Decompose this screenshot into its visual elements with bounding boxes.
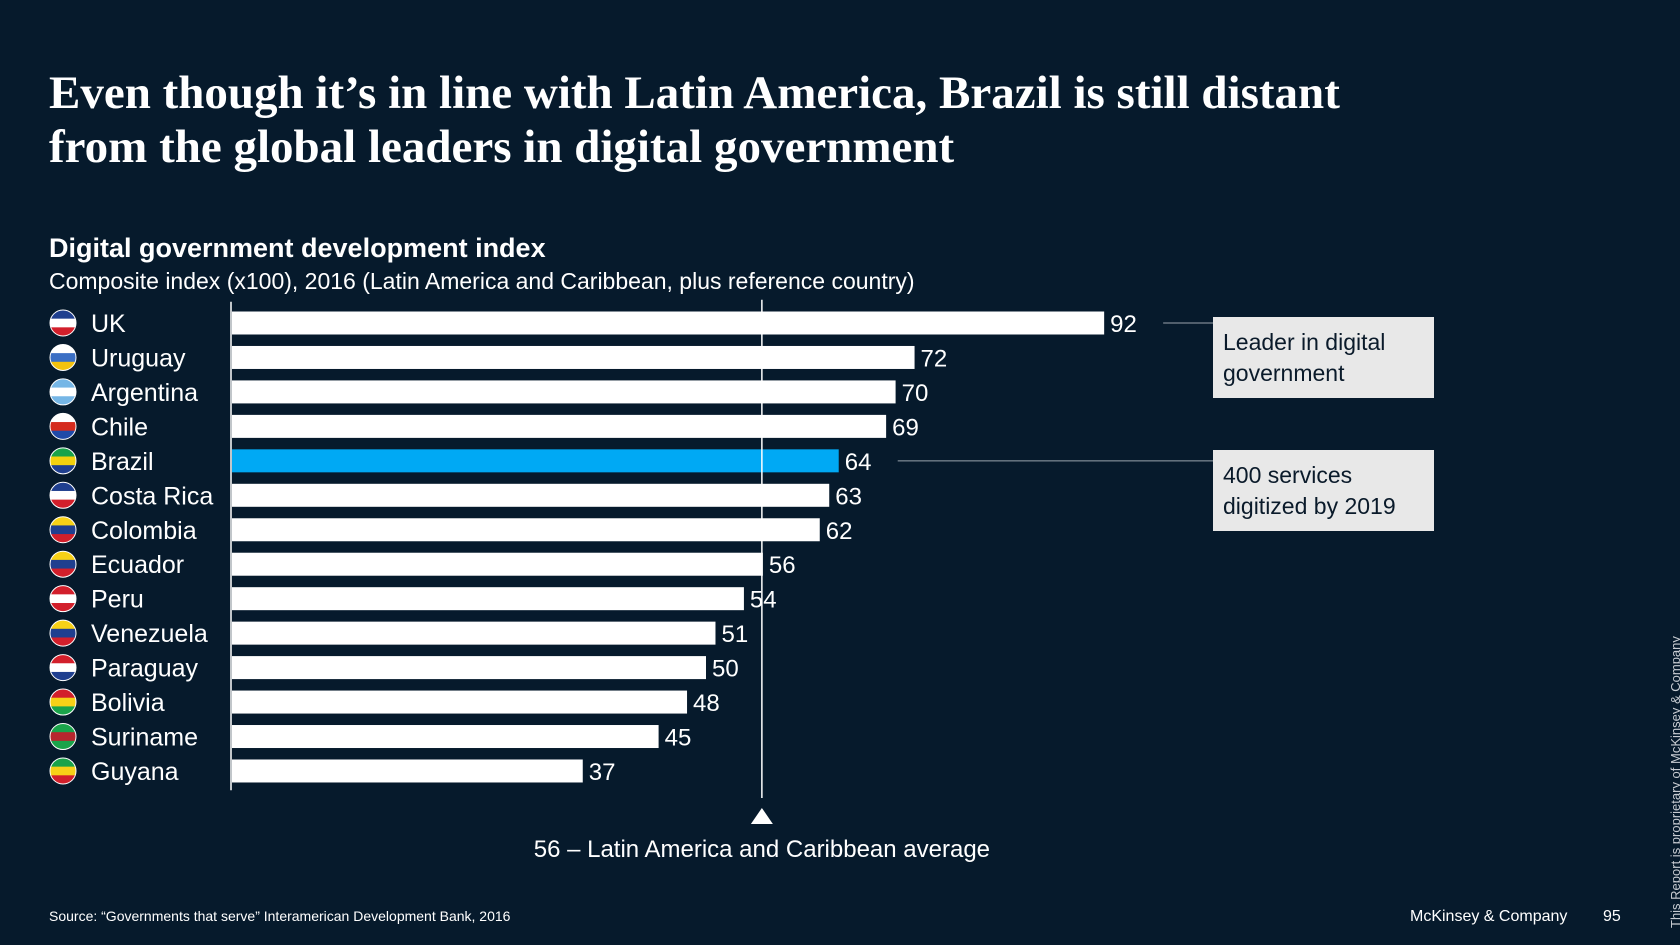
category-label-costa-rica: Costa Rica <box>91 482 213 510</box>
value-label-colombia: 62 <box>826 518 853 545</box>
headline-line-1: Even though it’s in line with Latin Amer… <box>49 67 1340 119</box>
costa-rica-flag-icon <box>50 482 76 509</box>
chile-flag-icon <box>50 413 76 440</box>
argentina-flag-icon <box>50 378 76 405</box>
value-label-brazil: 64 <box>845 449 872 476</box>
ecuador-flag-icon <box>50 551 76 578</box>
bar-uk <box>232 311 1105 335</box>
brazil-flag-icon <box>50 447 76 474</box>
average-label: 56 – Latin America and Caribbean average <box>534 836 990 863</box>
flag-ring <box>49 447 77 475</box>
category-label-suriname: Suriname <box>91 724 198 752</box>
source-note: Source: “Governments that serve” Interam… <box>49 908 511 924</box>
chart-title: Digital government development index <box>49 233 546 263</box>
value-label-bolivia: 48 <box>693 690 720 717</box>
bar-suriname <box>232 725 659 749</box>
value-label-suriname: 45 <box>665 725 692 752</box>
callout-brazil-line-2: digitized by 2019 <box>1223 493 1396 519</box>
category-label-ecuador: Ecuador <box>91 551 184 579</box>
peru-flag-icon <box>50 585 76 612</box>
callout-uk-line-2: government <box>1223 360 1345 386</box>
flag-ring <box>49 516 77 544</box>
guyana-flag-icon <box>50 757 76 784</box>
category-label-argentina: Argentina <box>91 379 198 407</box>
flag-ring <box>49 309 77 337</box>
flag-ring <box>49 343 77 371</box>
bar-guyana <box>232 759 583 783</box>
suriname-flag-icon <box>50 723 76 750</box>
paraguay-flag-icon <box>50 654 76 681</box>
headline-line-2: from the global leaders in digital gover… <box>49 121 955 173</box>
flag-ring <box>49 378 77 406</box>
bar-venezuela <box>232 621 716 645</box>
bar-brazil <box>232 449 839 473</box>
uruguay-flag-icon <box>50 344 76 371</box>
average-triangle-marker <box>750 808 773 824</box>
flag-ring <box>49 688 77 716</box>
category-label-paraguay: Paraguay <box>91 655 199 683</box>
value-label-guyana: 37 <box>589 759 616 786</box>
flag-ring <box>49 412 77 440</box>
value-label-uk: 92 <box>1110 311 1137 338</box>
category-label-chile: Chile <box>91 413 148 441</box>
callout-uk-line-1: Leader in digital <box>1223 329 1386 355</box>
category-label-uk: UK <box>91 310 126 338</box>
category-label-uruguay: Uruguay <box>91 344 186 372</box>
category-label-colombia: Colombia <box>91 517 197 545</box>
headline: Even though it’s in line with Latin Amer… <box>49 66 1569 174</box>
value-label-chile: 69 <box>892 414 919 441</box>
bar-bolivia <box>232 690 688 714</box>
bar-costa-rica <box>232 483 830 507</box>
venezuela-flag-icon <box>50 620 76 647</box>
chart-subtitle: Composite index (x100), 2016 (Latin Amer… <box>49 268 915 294</box>
category-label-brazil: Brazil <box>91 448 154 476</box>
page-number: 95 <box>1603 908 1621 925</box>
category-label-bolivia: Bolivia <box>91 689 165 717</box>
flag-ring <box>49 757 77 785</box>
bar-argentina <box>232 380 896 404</box>
colombia-flag-icon <box>50 516 76 543</box>
uk-flag-icon <box>50 310 76 336</box>
flag-ring <box>49 654 77 682</box>
value-label-costa-rica: 63 <box>835 483 862 510</box>
bolivia-flag-icon <box>50 689 76 716</box>
value-label-venezuela: 51 <box>721 621 748 648</box>
brand-name: McKinsey & Company <box>1410 908 1568 925</box>
flag-ring <box>49 585 77 613</box>
flag-ring <box>49 550 77 578</box>
value-label-argentina: 70 <box>902 380 929 407</box>
value-label-paraguay: 50 <box>712 656 739 683</box>
callout-brazil: 400 services digitized by 2019 <box>1213 450 1434 531</box>
bar-uruguay <box>232 345 915 369</box>
value-label-uruguay: 72 <box>921 345 948 372</box>
category-label-peru: Peru <box>91 586 144 614</box>
flag-ring <box>49 619 77 647</box>
value-label-ecuador: 56 <box>769 552 796 579</box>
callout-brazil-line-1: 400 services <box>1223 462 1353 488</box>
proprietary-note: This Report is proprietary of McKinsey &… <box>1668 636 1680 928</box>
bar-chile <box>232 414 887 438</box>
bar-paraguay <box>232 656 706 680</box>
bar-ecuador <box>232 552 763 576</box>
callout-uk: Leader in digital government <box>1213 317 1434 398</box>
bar-peru <box>232 587 744 611</box>
flag-ring <box>49 481 77 509</box>
bar-colombia <box>232 518 820 542</box>
flag-ring <box>49 723 77 751</box>
value-label-peru: 54 <box>750 587 777 614</box>
category-label-guyana: Guyana <box>91 758 179 786</box>
category-label-venezuela: Venezuela <box>91 620 208 648</box>
